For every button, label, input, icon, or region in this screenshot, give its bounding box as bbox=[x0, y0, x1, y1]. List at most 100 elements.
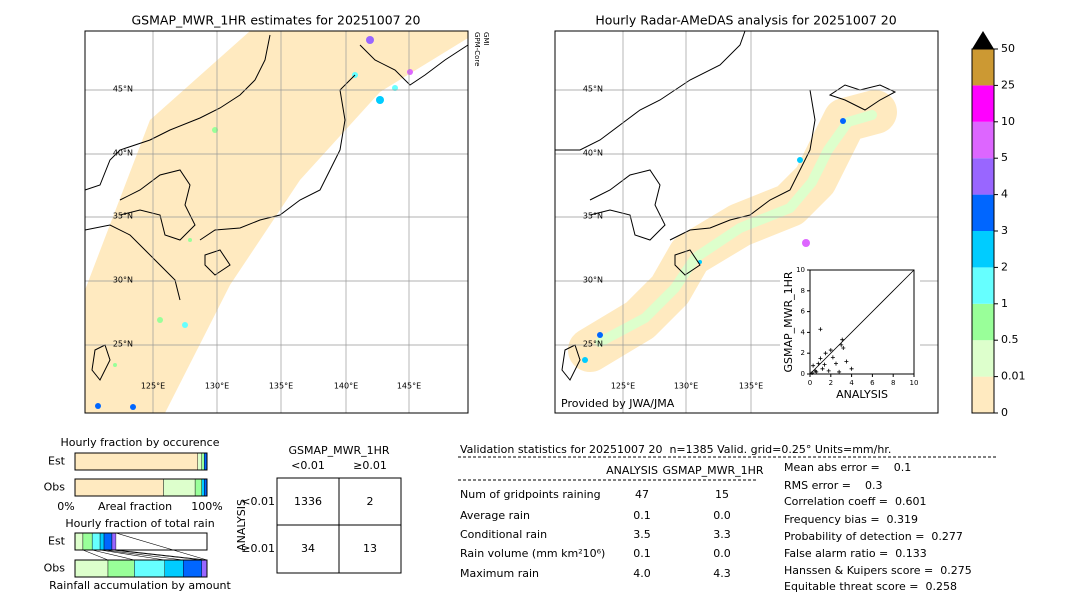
colorbar-extend bbox=[972, 31, 994, 49]
plot-frame bbox=[809, 269, 915, 375]
scatter-point bbox=[839, 342, 844, 347]
y-axis-label: GSMAP_MWR_1HR bbox=[782, 271, 795, 372]
cell-value: 0.1 bbox=[633, 547, 651, 560]
colorbar-label: 0.5 bbox=[1001, 333, 1019, 346]
colorbar-segment bbox=[972, 303, 994, 341]
y-tick-label: 2 bbox=[801, 349, 805, 357]
bar-segment bbox=[103, 532, 113, 551]
lon-label: 130°E bbox=[674, 382, 698, 391]
scatter-point bbox=[830, 355, 835, 360]
scatter-point bbox=[841, 346, 846, 350]
score: RMS error = 0.3 bbox=[784, 479, 882, 492]
scatter-point bbox=[814, 369, 819, 374]
cell-value: 0.1 bbox=[633, 509, 651, 522]
lon-label: 145°E bbox=[397, 382, 421, 391]
bar-segment bbox=[107, 559, 135, 578]
cell-value: 0.0 bbox=[713, 547, 731, 560]
row-label: Obs bbox=[44, 562, 66, 575]
cell-value: 1336 bbox=[294, 495, 322, 508]
coastline bbox=[84, 34, 469, 381]
score: Equitable threat score = 0.258 bbox=[784, 580, 957, 593]
cell-value: 2 bbox=[367, 495, 374, 508]
y-tick-label: 0 bbox=[801, 370, 805, 378]
coastline bbox=[555, 30, 897, 381]
colorbar-label: 3 bbox=[1001, 224, 1008, 237]
colorbar-segment bbox=[972, 158, 994, 195]
y-tick-label: 4 bbox=[801, 328, 806, 336]
table-header: Validation statistics for 20251007 20 n=… bbox=[460, 443, 891, 456]
credit: Provided by JWA/JMA bbox=[561, 397, 675, 410]
bar-segment bbox=[111, 532, 117, 551]
bar-segment bbox=[194, 478, 202, 497]
bar-frame bbox=[74, 559, 208, 578]
bar-segment bbox=[91, 532, 101, 551]
cell-value: 13 bbox=[363, 542, 377, 555]
map-title: Hourly Radar-AMeDAS analysis for 2025100… bbox=[595, 13, 896, 28]
row-label: Average rain bbox=[460, 509, 530, 522]
bar-segment bbox=[99, 532, 105, 551]
scatter-point bbox=[844, 359, 849, 364]
colorbar: 0 0.01 0.5 1 2 3 4 5 10 25 50 bbox=[971, 31, 1026, 419]
scatter-point bbox=[834, 361, 838, 366]
scatter-point bbox=[840, 337, 845, 342]
scatter-point bbox=[818, 327, 823, 332]
map-title: GSMAP_MWR_1HR estimates for 20251007 20 bbox=[132, 13, 421, 28]
row-label: Rain volume (mm km²10⁶) bbox=[460, 547, 605, 560]
lat-label: 25°N bbox=[583, 340, 603, 349]
colorbar-label: 4 bbox=[1001, 188, 1008, 201]
colorbar-label: 25 bbox=[1001, 78, 1015, 91]
x-tick-label: 8 bbox=[891, 379, 895, 387]
row-label: Maximum rain bbox=[460, 567, 539, 580]
x-tick-label: 10 bbox=[910, 379, 919, 387]
bar-frame bbox=[74, 452, 208, 471]
rain-spots bbox=[582, 118, 846, 363]
lat-label: 30°N bbox=[113, 276, 133, 285]
bar-segment bbox=[82, 532, 93, 551]
cell-value: 4.3 bbox=[713, 567, 731, 580]
colorbar-segment bbox=[972, 194, 994, 231]
colorbar-segment bbox=[972, 49, 994, 86]
scatter-point bbox=[822, 362, 827, 367]
total-rain-chart: Hourly fraction of total rain Est Obs Rainf… bbox=[44, 517, 232, 592]
cell-value: 15 bbox=[715, 488, 729, 501]
lon-label: 140°E bbox=[334, 382, 358, 391]
x-tick-label: 100% bbox=[191, 500, 222, 513]
right-map: 45°N 40°N 35°N 30°N 25°N 125°E 130°E 135°E Hour… bbox=[554, 13, 939, 414]
bar-frame bbox=[74, 478, 208, 497]
cell-value: 34 bbox=[301, 542, 315, 555]
x-tick-label: 4 bbox=[849, 379, 854, 387]
column-label: ≥0.01 bbox=[353, 459, 387, 472]
x-axis-label: Rainfall accumulation by amount bbox=[49, 579, 231, 592]
table-title: GSMAP_MWR_1HR bbox=[288, 444, 389, 457]
y-tick-label: 6 bbox=[801, 308, 806, 316]
column-header: ANALYSIS bbox=[606, 464, 658, 477]
scatter-point bbox=[837, 369, 842, 374]
connector bbox=[115, 549, 208, 561]
map-frame bbox=[554, 30, 939, 414]
colorbar-label: 10 bbox=[1001, 115, 1015, 128]
colorbar-segment bbox=[972, 340, 994, 377]
column-label: <0.01 bbox=[291, 459, 325, 472]
bar-segment bbox=[183, 559, 202, 578]
colorbar-label: 50 bbox=[1001, 42, 1015, 55]
contingency-table: GSMAP_MWR_1HR <0.01 ≥0.01 <0.01 1336 2 ≥0.01 34… bbox=[235, 444, 402, 574]
occurrence-chart: Hourly fraction by occurence Est Obs 0% 100%… bbox=[44, 436, 223, 513]
column-header: GSMAP_MWR_1HR bbox=[662, 464, 763, 477]
scatter-point bbox=[849, 366, 854, 371]
colorbar-label: 0.01 bbox=[1001, 370, 1026, 383]
lat-label: 45°N bbox=[583, 85, 603, 94]
connector bbox=[115, 532, 208, 561]
colorbar-label: 0 bbox=[1001, 406, 1008, 419]
chart-title: Hourly fraction of total rain bbox=[65, 517, 214, 530]
x-axis-label: Areal fraction bbox=[98, 500, 172, 513]
scatter-point bbox=[818, 356, 823, 361]
score: Correlation coeff = 0.601 bbox=[784, 495, 926, 508]
scatter-point bbox=[810, 370, 815, 375]
row-label: <0.01 bbox=[241, 495, 275, 508]
connector bbox=[82, 549, 109, 561]
colorbar-segment bbox=[972, 267, 994, 304]
y-tick-label: 10 bbox=[796, 266, 805, 274]
bar-segment bbox=[74, 452, 198, 471]
connector bbox=[100, 549, 165, 561]
